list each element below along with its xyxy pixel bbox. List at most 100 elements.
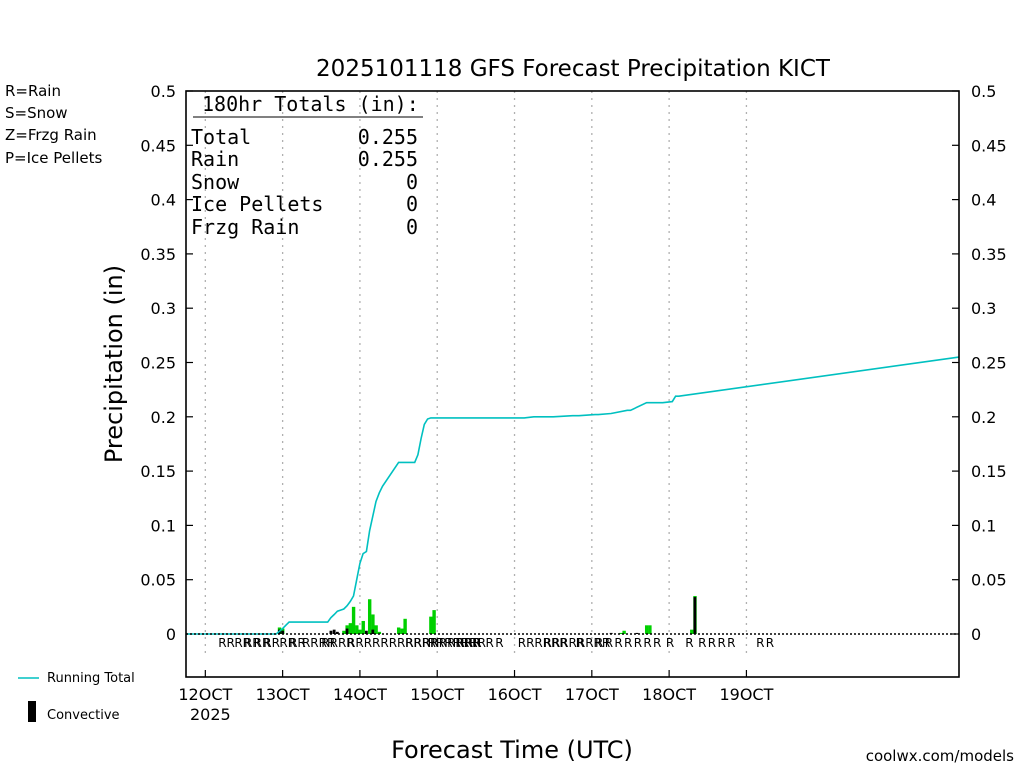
x-tick-label: 15OCT <box>410 685 464 704</box>
totals-frzg-rain-label: Frzg Rain <box>191 215 299 239</box>
ptype-marker: RRRRRRR <box>428 636 486 650</box>
y-tick-left-label: 0.35 <box>140 245 176 264</box>
y-tick-right-label: 0.3 <box>971 299 996 318</box>
rain-bar <box>367 599 372 634</box>
ptype-marker: R <box>473 636 481 650</box>
y-tick-right-label: 0.05 <box>971 571 1007 590</box>
y-tick-left-label: 0.25 <box>140 354 176 373</box>
x-tick-label: 14OCT <box>333 685 387 704</box>
ptype-marker: R <box>653 636 661 650</box>
precip-bars <box>277 595 697 634</box>
rain-bar <box>374 625 378 634</box>
ptype-marker: R <box>685 636 693 650</box>
rain-bar <box>396 627 401 634</box>
rain-bar <box>351 606 356 634</box>
convective-bar <box>371 629 375 634</box>
y-tick-left-label: 0.1 <box>151 516 176 535</box>
convective-bar <box>335 631 339 634</box>
rain-bar <box>690 629 694 634</box>
ptype-marker: RRRR <box>321 636 354 650</box>
ptype-marker: R <box>643 636 651 650</box>
rain-bar <box>377 631 382 634</box>
y-tick-right-label: 0.1 <box>971 516 996 535</box>
ptype-marker: R <box>698 636 706 650</box>
convective-bar <box>693 597 697 634</box>
ptype-marker: R <box>624 636 632 650</box>
convective-bar <box>332 629 336 634</box>
totals-rain-label: Rain <box>191 147 239 171</box>
rain-bar <box>361 620 365 634</box>
totals-ice-pellets-value: 0 <box>406 192 418 216</box>
convective-bar <box>635 632 639 634</box>
ptype-marker: RRRR <box>302 636 335 650</box>
series-legend: Running Total Convective <box>18 671 135 723</box>
totals-box: 180hr Totals (in): Total 0.255 Rain 0.25… <box>191 92 423 239</box>
y-tick-left-label: 0.05 <box>140 571 176 590</box>
x-tick-label: 16OCT <box>488 685 542 704</box>
y-tick-right-label: 0.25 <box>971 354 1007 373</box>
convective-legend-swatch <box>28 701 36 722</box>
ptype-marker: RR <box>289 636 306 650</box>
y-tick-right-label: 0.15 <box>971 462 1007 481</box>
rain-bar <box>622 630 626 634</box>
ptype-marker: R <box>486 636 494 650</box>
credit-text: coolwx.com/models <box>866 747 1014 765</box>
ptype-legend: R=Rain S=Snow Z=Frzg Rain P=Ice Pellets <box>5 82 102 167</box>
x-tick-label: 17OCT <box>565 685 619 704</box>
totals-snow-value: 0 <box>406 170 418 194</box>
y-axis-label: Precipitation (in) <box>100 265 128 463</box>
ptype-marker: RR <box>234 636 251 650</box>
totals-frzg-rain-value: 0 <box>406 215 418 239</box>
ptype-legend-frzg-rain: Z=Frzg Rain <box>5 126 97 144</box>
ptype-marker: R <box>766 636 774 650</box>
rain-bar <box>371 614 375 634</box>
ptype-marker: R <box>614 636 622 650</box>
y-tick-left-label: 0.3 <box>151 299 176 318</box>
x-tick-label: 13OCT <box>256 685 310 704</box>
plot-frame <box>185 90 960 678</box>
rain-bar <box>429 616 433 634</box>
ptype-legend-ice-pellets: P=Ice Pellets <box>5 149 102 167</box>
ptype-markers: RR RRRRRRRR RRRRRRRRRRRRRRRRRRRRRRRRRRRRRR… <box>218 636 774 650</box>
ptype-marker: RRRRRR <box>518 636 568 650</box>
convective-legend-label: Convective <box>47 708 120 723</box>
ptype-marker: R <box>495 636 503 650</box>
y-tick-right-label: 0.5 <box>971 82 996 101</box>
totals-total-label: Total <box>191 125 251 149</box>
x-tick-label: 12OCT <box>178 685 232 704</box>
ptype-legend-snow: S=Snow <box>5 104 68 122</box>
rain-bar <box>619 632 623 634</box>
ptype-marker: R <box>717 636 725 650</box>
ptype-marker: R <box>634 636 642 650</box>
ptype-legend-rain: R=Rain <box>5 82 61 100</box>
y-tick-left-label: 0.15 <box>140 462 176 481</box>
ptype-marker: R <box>605 636 613 650</box>
ptype-marker: RR <box>263 636 280 650</box>
ptype-marker: RRRRRRRR <box>544 636 611 650</box>
ptype-marker: RR <box>254 636 271 650</box>
y-tick-left-label: 0.2 <box>151 408 176 427</box>
ptype-marker: RR <box>244 636 261 650</box>
y-tick-left-label: 0 <box>166 625 176 644</box>
totals-total-value: 0.255 <box>358 125 418 149</box>
convective-bar <box>345 628 349 634</box>
x-tick-label: 18OCT <box>642 685 696 704</box>
ptype-marker: RRRRRRRRRRRRRRRR <box>347 636 480 650</box>
y-tick-right-label: 0.45 <box>971 136 1007 155</box>
y-tick-right-label: 0.2 <box>971 408 996 427</box>
convective-bar <box>364 630 368 634</box>
x-axis-label: Forecast Time (UTC) <box>391 736 633 764</box>
totals-snow-label: Snow <box>191 170 240 194</box>
ptype-marker: R <box>576 636 584 650</box>
rain-bar <box>403 618 407 634</box>
gridlines <box>204 91 748 656</box>
y-tick-right-label: 0.4 <box>971 191 996 210</box>
rain-bar <box>355 625 359 634</box>
convective-bars <box>278 597 697 634</box>
ptype-marker: R <box>708 636 716 650</box>
ptype-marker: R <box>727 636 735 650</box>
y-tick-right-label: 0.35 <box>971 245 1007 264</box>
ptype-marker: R <box>666 636 674 650</box>
rain-bar <box>644 625 649 634</box>
